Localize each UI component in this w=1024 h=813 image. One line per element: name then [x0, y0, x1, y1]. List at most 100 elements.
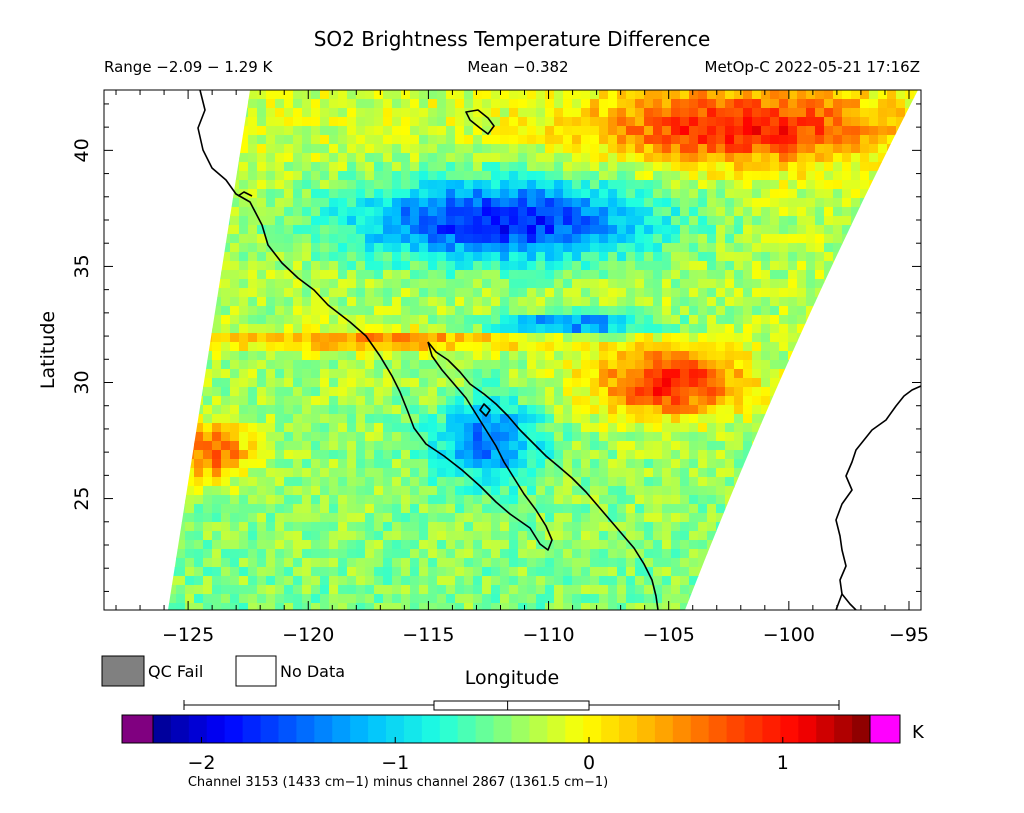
data-pixel: [554, 189, 564, 199]
data-pixel: [329, 432, 339, 442]
data-pixel: [887, 216, 897, 226]
data-pixel: [662, 279, 672, 289]
data-pixel: [410, 405, 420, 415]
data-pixel: [905, 234, 915, 244]
data-pixel: [761, 396, 771, 406]
data-pixel: [698, 153, 708, 163]
data-pixel: [734, 369, 744, 379]
data-pixel: [149, 207, 159, 217]
data-pixel: [401, 207, 411, 217]
data-pixel: [653, 261, 663, 271]
data-pixel: [428, 315, 438, 325]
data-pixel: [689, 540, 699, 550]
data-pixel: [878, 441, 888, 451]
data-pixel: [266, 549, 276, 559]
data-pixel: [698, 171, 708, 181]
data-pixel: [266, 99, 276, 109]
data-pixel: [914, 324, 918, 334]
data-pixel: [482, 243, 492, 253]
data-pixel: [482, 99, 492, 109]
data-pixel: [689, 522, 699, 532]
data-pixel: [617, 405, 627, 415]
data-pixel: [797, 576, 807, 586]
data-pixel: [599, 216, 609, 226]
data-pixel: [698, 351, 708, 361]
data-pixel: [158, 306, 168, 316]
data-pixel: [455, 135, 465, 145]
data-pixel: [284, 315, 294, 325]
data-pixel: [149, 405, 159, 415]
data-pixel: [230, 333, 240, 343]
data-pixel: [842, 108, 852, 118]
data-pixel: [725, 324, 735, 334]
data-pixel: [860, 495, 870, 505]
data-pixel: [239, 207, 249, 217]
data-pixel: [545, 486, 555, 496]
data-pixel: [536, 531, 546, 541]
data-pixel: [293, 198, 303, 208]
data-pixel: [347, 540, 357, 550]
data-pixel: [527, 540, 537, 550]
data-pixel: [356, 171, 366, 181]
data-pixel: [437, 540, 447, 550]
data-pixel: [482, 279, 492, 289]
data-pixel: [914, 549, 918, 559]
data-pixel: [833, 288, 843, 298]
data-pixel: [266, 108, 276, 118]
data-pixel: [779, 441, 789, 451]
data-pixel: [302, 333, 312, 343]
data-pixel: [707, 270, 717, 280]
data-pixel: [806, 504, 816, 514]
data-pixel: [878, 450, 888, 460]
data-pixel: [383, 486, 393, 496]
data-pixel: [284, 306, 294, 316]
data-pixel: [914, 468, 918, 478]
data-pixel: [626, 576, 636, 586]
data-pixel: [590, 468, 600, 478]
data-pixel: [302, 126, 312, 136]
data-pixel: [707, 90, 717, 100]
data-pixel: [788, 306, 798, 316]
data-pixel: [626, 144, 636, 154]
data-pixel: [527, 405, 537, 415]
data-pixel: [707, 369, 717, 379]
data-pixel: [374, 378, 384, 388]
data-pixel: [248, 243, 258, 253]
data-pixel: [293, 306, 303, 316]
data-pixel: [140, 279, 150, 289]
data-pixel: [455, 396, 465, 406]
data-pixel: [131, 405, 141, 415]
data-pixel: [653, 279, 663, 289]
data-pixel: [356, 234, 366, 244]
data-pixel: [905, 567, 915, 577]
data-pixel: [392, 99, 402, 109]
data-pixel: [869, 531, 879, 541]
data-pixel: [680, 414, 690, 424]
data-pixel: [374, 135, 384, 145]
data-pixel: [221, 99, 231, 109]
data-pixel: [293, 540, 303, 550]
data-pixel: [698, 495, 708, 505]
data-pixel: [770, 315, 780, 325]
data-pixel: [527, 576, 537, 586]
data-pixel: [428, 189, 438, 199]
data-pixel: [455, 549, 465, 559]
data-pixel: [581, 423, 591, 433]
data-pixel: [716, 216, 726, 226]
data-pixel: [617, 207, 627, 217]
data-pixel: [185, 387, 195, 397]
data-pixel: [725, 459, 735, 469]
data-pixel: [122, 252, 132, 262]
data-pixel: [707, 405, 717, 415]
data-pixel: [311, 423, 321, 433]
data-pixel: [347, 162, 357, 172]
data-pixel: [671, 306, 681, 316]
data-pixel: [545, 342, 555, 352]
data-pixel: [419, 387, 429, 397]
data-pixel: [320, 288, 330, 298]
data-pixel: [185, 576, 195, 586]
data-pixel: [284, 288, 294, 298]
data-pixel: [248, 540, 258, 550]
data-pixel: [311, 558, 321, 568]
data-pixel: [536, 153, 546, 163]
